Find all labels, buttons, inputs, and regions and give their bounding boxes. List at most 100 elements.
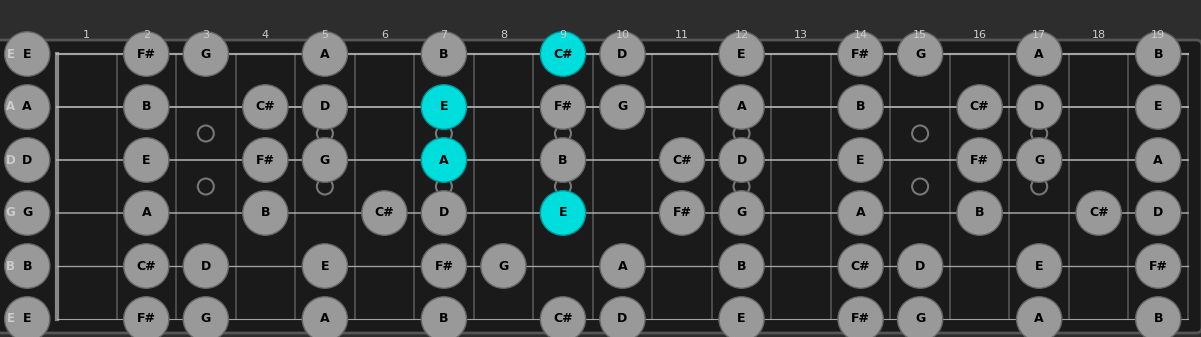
Text: A: A bbox=[319, 48, 330, 61]
Ellipse shape bbox=[184, 32, 228, 76]
Ellipse shape bbox=[124, 244, 169, 288]
Text: B: B bbox=[440, 48, 449, 61]
Text: 11: 11 bbox=[675, 30, 689, 40]
Ellipse shape bbox=[303, 244, 347, 288]
Text: 3: 3 bbox=[202, 30, 209, 40]
Text: D: D bbox=[319, 100, 330, 114]
Ellipse shape bbox=[540, 191, 586, 235]
Text: B: B bbox=[975, 207, 985, 219]
Ellipse shape bbox=[1016, 85, 1062, 129]
Text: A: A bbox=[856, 207, 866, 219]
Ellipse shape bbox=[838, 191, 883, 235]
Ellipse shape bbox=[599, 244, 645, 288]
Text: A: A bbox=[440, 153, 449, 166]
Ellipse shape bbox=[5, 297, 50, 337]
Text: F#: F# bbox=[852, 48, 870, 61]
Text: F#: F# bbox=[256, 153, 275, 166]
FancyBboxPatch shape bbox=[0, 40, 1201, 333]
Text: A: A bbox=[1153, 153, 1163, 166]
Text: E: E bbox=[142, 153, 150, 166]
Ellipse shape bbox=[838, 138, 883, 182]
Text: G: G bbox=[22, 207, 32, 219]
Text: E: E bbox=[1154, 100, 1163, 114]
Ellipse shape bbox=[243, 138, 288, 182]
Text: F#: F# bbox=[852, 312, 870, 326]
Text: 8: 8 bbox=[500, 30, 507, 40]
Text: B: B bbox=[736, 259, 746, 273]
Ellipse shape bbox=[957, 85, 1003, 129]
Text: B: B bbox=[1153, 312, 1163, 326]
Ellipse shape bbox=[540, 138, 586, 182]
Ellipse shape bbox=[897, 32, 943, 76]
Text: B: B bbox=[261, 207, 270, 219]
Ellipse shape bbox=[719, 85, 764, 129]
Text: 1: 1 bbox=[83, 30, 90, 40]
Ellipse shape bbox=[362, 191, 407, 235]
Text: G: G bbox=[319, 153, 330, 166]
Text: E: E bbox=[321, 259, 329, 273]
Ellipse shape bbox=[719, 32, 764, 76]
Text: D: D bbox=[915, 259, 925, 273]
Text: C#: C# bbox=[554, 48, 573, 61]
Ellipse shape bbox=[5, 85, 50, 129]
Text: G: G bbox=[6, 207, 16, 219]
Text: D: D bbox=[201, 259, 211, 273]
Ellipse shape bbox=[303, 297, 347, 337]
Ellipse shape bbox=[897, 244, 943, 288]
Ellipse shape bbox=[1136, 244, 1181, 288]
Text: 13: 13 bbox=[794, 30, 808, 40]
Text: D: D bbox=[1034, 100, 1045, 114]
Text: D: D bbox=[617, 312, 628, 326]
Text: A: A bbox=[1034, 48, 1044, 61]
Ellipse shape bbox=[184, 244, 228, 288]
Ellipse shape bbox=[5, 32, 50, 76]
Ellipse shape bbox=[124, 32, 169, 76]
Text: D: D bbox=[617, 48, 628, 61]
Text: D: D bbox=[6, 153, 16, 166]
Ellipse shape bbox=[5, 191, 50, 235]
Ellipse shape bbox=[719, 191, 764, 235]
Text: C#: C# bbox=[137, 259, 156, 273]
Text: B: B bbox=[142, 100, 151, 114]
Text: E: E bbox=[6, 312, 14, 326]
Ellipse shape bbox=[1016, 297, 1062, 337]
Text: G: G bbox=[915, 312, 925, 326]
Text: A: A bbox=[1034, 312, 1044, 326]
Ellipse shape bbox=[897, 297, 943, 337]
Ellipse shape bbox=[838, 32, 883, 76]
Ellipse shape bbox=[659, 191, 705, 235]
Text: E: E bbox=[6, 48, 14, 61]
Ellipse shape bbox=[1076, 191, 1122, 235]
Text: C#: C# bbox=[554, 312, 573, 326]
Text: C#: C# bbox=[970, 100, 990, 114]
Ellipse shape bbox=[540, 85, 586, 129]
Text: F#: F# bbox=[673, 207, 692, 219]
Ellipse shape bbox=[719, 138, 764, 182]
Text: 10: 10 bbox=[615, 30, 629, 40]
Ellipse shape bbox=[1016, 244, 1062, 288]
Ellipse shape bbox=[124, 191, 169, 235]
Ellipse shape bbox=[480, 244, 526, 288]
Text: 18: 18 bbox=[1092, 30, 1106, 40]
Text: E: E bbox=[1035, 259, 1044, 273]
Ellipse shape bbox=[599, 85, 645, 129]
Text: B: B bbox=[6, 259, 16, 273]
Ellipse shape bbox=[957, 191, 1003, 235]
Ellipse shape bbox=[303, 32, 347, 76]
Text: E: E bbox=[558, 207, 567, 219]
Text: E: E bbox=[23, 312, 31, 326]
Text: 15: 15 bbox=[913, 30, 927, 40]
Ellipse shape bbox=[5, 244, 50, 288]
Ellipse shape bbox=[1136, 191, 1181, 235]
Text: 9: 9 bbox=[560, 30, 567, 40]
Text: 16: 16 bbox=[973, 30, 987, 40]
Text: D: D bbox=[438, 207, 449, 219]
Ellipse shape bbox=[422, 244, 466, 288]
Ellipse shape bbox=[838, 297, 883, 337]
Ellipse shape bbox=[124, 85, 169, 129]
Ellipse shape bbox=[838, 85, 883, 129]
Ellipse shape bbox=[599, 32, 645, 76]
Text: E: E bbox=[737, 312, 746, 326]
Text: G: G bbox=[201, 312, 211, 326]
Ellipse shape bbox=[243, 85, 288, 129]
